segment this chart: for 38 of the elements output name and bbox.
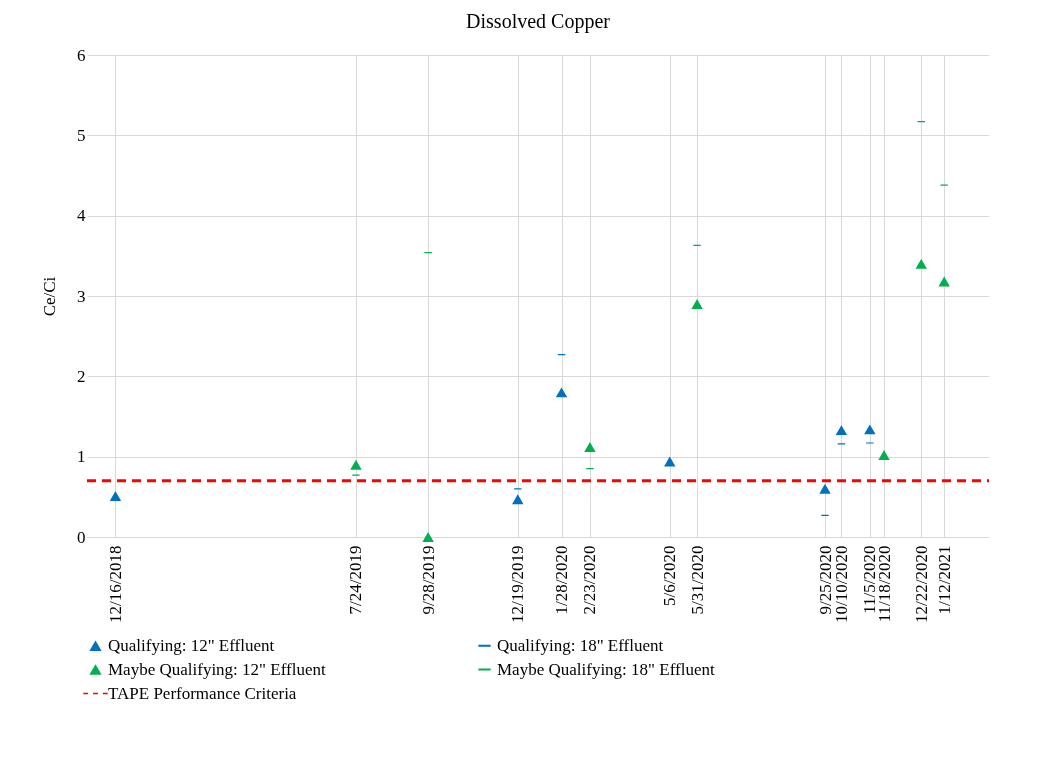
x-tick-label: 1/28/2020 — [552, 545, 572, 615]
legend-label: Qualifying: 18" Effluent — [497, 635, 664, 655]
legend-label: TAPE Performance Criteria — [108, 683, 297, 703]
point — [819, 483, 831, 494]
point — [938, 276, 950, 287]
point — [664, 456, 676, 467]
point — [878, 450, 890, 460]
point — [109, 491, 122, 501]
x-tick-label: 2/23/2020 — [580, 545, 600, 615]
x-tick-label: 5/6/2020 — [660, 545, 680, 606]
x-tick-label: 12/22/2020 — [911, 545, 931, 623]
x-tick-label: 12/16/2018 — [105, 545, 125, 623]
point — [422, 532, 434, 542]
x-tick-label: 5/31/2020 — [687, 545, 707, 615]
y-tick-label: 2 — [77, 366, 86, 386]
y-tick-label: 6 — [77, 45, 86, 65]
legend-label: Maybe Qualifying: 12" Effluent — [108, 659, 326, 679]
y-tick-label: 0 — [77, 527, 86, 547]
y-axis-title: Ce/Ci — [40, 276, 59, 317]
point — [555, 387, 568, 398]
x-tick-label: 1/12/2021 — [934, 545, 954, 615]
x-tick-label: 12/19/2019 — [508, 545, 528, 623]
x-tick-label: 9/28/2019 — [418, 545, 438, 615]
y-tick-label: 5 — [77, 125, 86, 145]
point — [835, 425, 848, 436]
legend-label: Qualifying: 12" Effluent — [108, 635, 275, 655]
point — [350, 459, 362, 470]
point — [864, 424, 876, 435]
point — [512, 494, 524, 505]
y-tick-label: 3 — [77, 286, 86, 306]
point — [584, 442, 596, 452]
x-tick-label: 7/24/2019 — [346, 545, 366, 615]
legend-label: Maybe Qualifying: 18" Effluent — [497, 659, 715, 679]
chart-title: Dissolved Copper — [466, 10, 611, 33]
point — [915, 258, 927, 269]
y-tick-label: 1 — [77, 447, 86, 467]
point — [691, 299, 703, 309]
y-tick-label: 4 — [77, 206, 86, 226]
